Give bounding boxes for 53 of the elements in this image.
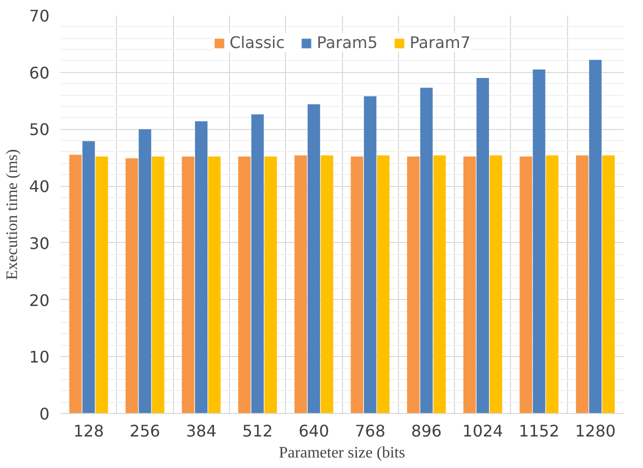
bar bbox=[182, 156, 194, 414]
x-tick-label: 640 bbox=[298, 422, 330, 440]
bar bbox=[320, 155, 334, 414]
bar bbox=[138, 129, 152, 414]
bar bbox=[589, 60, 602, 414]
y-tick-label: 10 bbox=[29, 348, 50, 367]
bar bbox=[238, 156, 251, 414]
x-tick-label: 1280 bbox=[574, 422, 616, 440]
x-tick-label: 256 bbox=[130, 422, 160, 440]
legend-label: Param7 bbox=[410, 33, 471, 52]
x-tick-label: 768 bbox=[354, 422, 386, 440]
bar bbox=[208, 156, 221, 414]
x-tick-label: 384 bbox=[186, 422, 217, 440]
bar bbox=[476, 78, 489, 414]
x-tick-label: 896 bbox=[411, 422, 442, 440]
y-tick-label: 20 bbox=[29, 290, 50, 310]
y-tick-label: 70 bbox=[29, 6, 50, 26]
bar bbox=[407, 156, 420, 414]
bar bbox=[576, 155, 588, 414]
bar bbox=[350, 156, 364, 414]
x-tick-label: 1024 bbox=[462, 422, 504, 440]
bar bbox=[195, 121, 208, 414]
bar bbox=[463, 156, 476, 414]
legend-label: Param5 bbox=[316, 33, 378, 52]
bar bbox=[433, 155, 446, 414]
bar bbox=[152, 156, 164, 414]
y-tick-label: 30 bbox=[29, 234, 50, 253]
legend-label: Classic bbox=[229, 33, 285, 52]
y-tick-label: 40 bbox=[29, 177, 50, 196]
x-tick-label: 1152 bbox=[518, 422, 560, 440]
bar bbox=[264, 156, 277, 414]
bar bbox=[126, 158, 138, 414]
x-axis-title: Parameter size (bits bbox=[278, 444, 406, 462]
bar bbox=[308, 104, 320, 414]
x-tick-label: 128 bbox=[73, 422, 104, 440]
bar bbox=[490, 155, 502, 414]
y-tick-label: 0 bbox=[39, 404, 50, 424]
y-axis-title: Execution time (ms) bbox=[4, 149, 22, 280]
bar bbox=[520, 156, 532, 414]
bar bbox=[96, 156, 108, 414]
bar bbox=[82, 141, 95, 414]
bar bbox=[251, 114, 264, 414]
bar bbox=[364, 96, 376, 414]
bar bbox=[377, 155, 390, 414]
y-tick-label: 50 bbox=[29, 120, 50, 140]
x-tick-label: 512 bbox=[242, 422, 273, 440]
y-tick-label: 60 bbox=[29, 63, 50, 82]
bar bbox=[69, 154, 82, 414]
bar bbox=[546, 155, 558, 414]
bar bbox=[420, 88, 433, 414]
bar bbox=[532, 70, 546, 414]
bar bbox=[294, 155, 307, 414]
bar bbox=[602, 155, 615, 414]
